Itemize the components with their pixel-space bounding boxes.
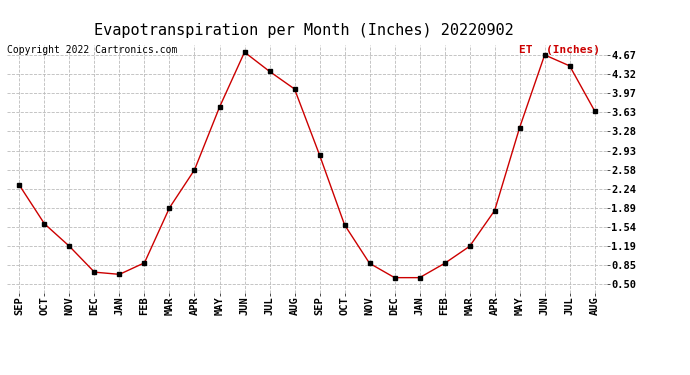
Text: ET  (Inches): ET (Inches)	[520, 45, 600, 55]
Text: Evapotranspiration per Month (Inches) 20220902: Evapotranspiration per Month (Inches) 20…	[94, 22, 513, 38]
Text: Copyright 2022 Cartronics.com: Copyright 2022 Cartronics.com	[7, 45, 177, 55]
